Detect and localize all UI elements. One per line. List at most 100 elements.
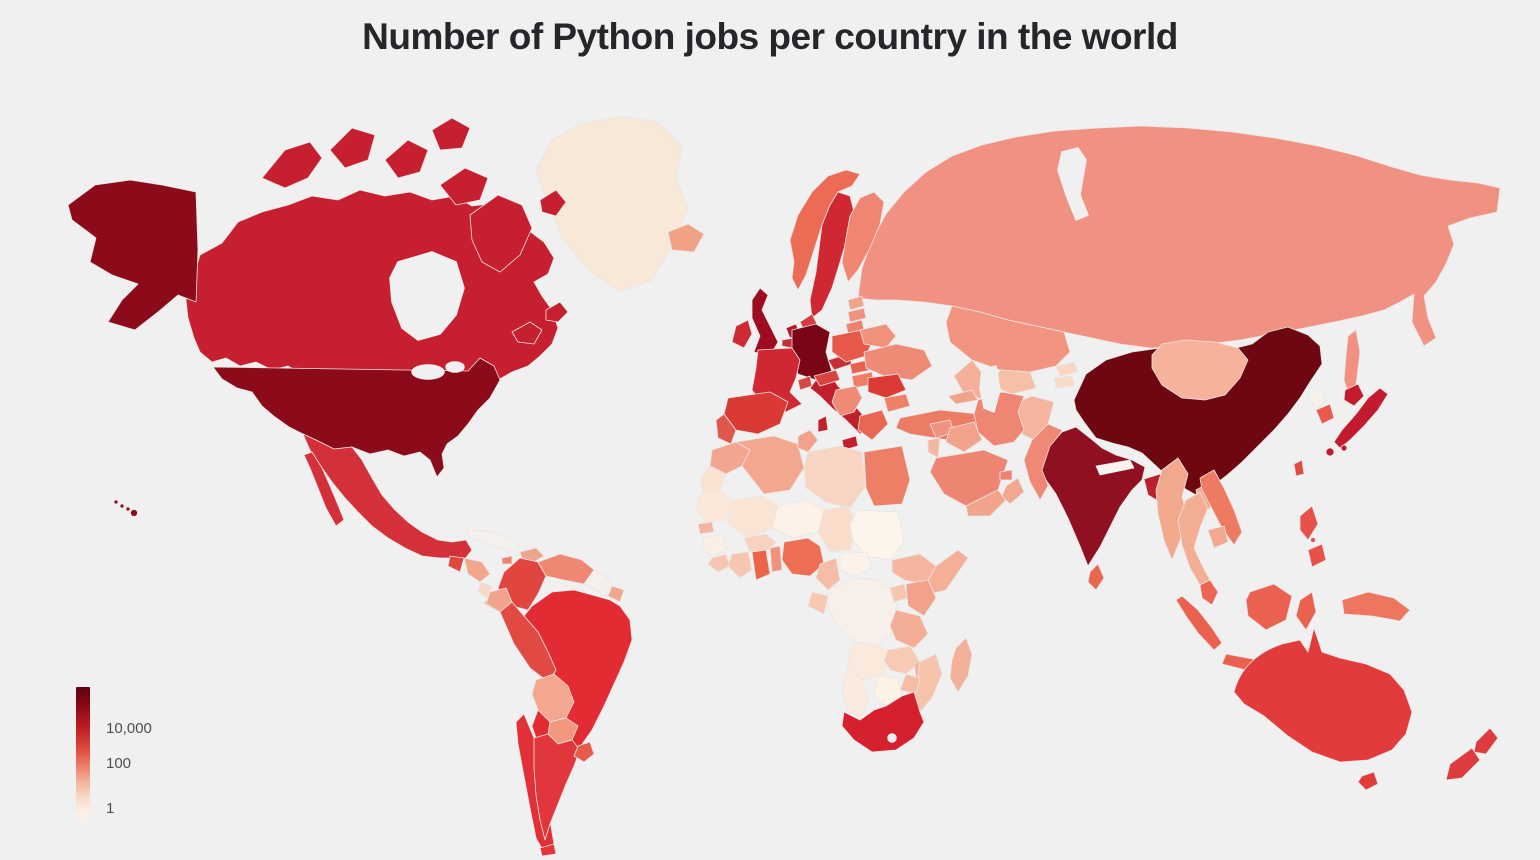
ob-gulf (1057, 147, 1089, 221)
country-algeria[interactable] (735, 435, 805, 495)
country-austria[interactable] (813, 369, 841, 387)
country-finland[interactable] (841, 191, 885, 283)
country-ireland[interactable] (731, 319, 753, 349)
country-nepal[interactable] (1095, 459, 1135, 476)
country-tunisia[interactable] (797, 429, 819, 453)
country-mexico-baja[interactable] (303, 451, 345, 527)
country-libya[interactable] (803, 445, 867, 509)
country-dr-congo[interactable] (827, 577, 899, 647)
country-iceland[interactable] (667, 223, 705, 253)
country-bulgaria[interactable] (883, 393, 911, 413)
country-jamaica[interactable] (501, 555, 513, 565)
country-estonia[interactable] (847, 295, 865, 311)
country-hispaniola[interactable] (519, 547, 545, 563)
country-venezuela[interactable] (537, 553, 595, 585)
country-cameroon[interactable] (815, 557, 841, 591)
country-guatemala[interactable] (447, 555, 465, 573)
country-north-korea[interactable] (1307, 387, 1327, 411)
country-zimbabwe[interactable] (899, 673, 921, 695)
country-tanzania[interactable] (889, 609, 929, 649)
country-kenya[interactable] (905, 579, 937, 617)
country-caucasus[interactable] (947, 389, 979, 405)
country-angola[interactable] (847, 641, 889, 681)
legend-gradient-bar (76, 687, 90, 827)
country-senegal[interactable] (697, 521, 715, 535)
us-mainland (212, 357, 501, 478)
country-niger[interactable] (771, 499, 825, 539)
country-guyana[interactable] (583, 569, 613, 597)
country-papua-new-guinea[interactable] (1341, 591, 1411, 622)
country-sri-lanka[interactable] (1087, 563, 1105, 591)
country-ivory-coast[interactable] (727, 551, 753, 579)
country-burkina-faso[interactable] (743, 533, 777, 553)
us-hawaii (113, 499, 119, 505)
country-malaysia[interactable] (1199, 579, 1219, 606)
country-cambodia[interactable] (1207, 525, 1229, 549)
country-uruguay[interactable] (573, 741, 595, 763)
country-germany[interactable] (791, 323, 833, 381)
country-suriname[interactable] (607, 585, 625, 603)
country-honduras[interactable] (463, 557, 491, 583)
country-sierra-leone[interactable] (707, 553, 731, 573)
country-oman[interactable] (1001, 477, 1025, 505)
legend-tick-10000: 10,000 (106, 720, 152, 737)
country-argentina[interactable] (533, 733, 581, 857)
country-somalia[interactable] (925, 549, 969, 595)
country-greenland[interactable] (535, 115, 689, 293)
country-south-korea[interactable] (1315, 403, 1335, 425)
country-united-kingdom[interactable] (751, 287, 779, 357)
country-greece[interactable] (857, 409, 889, 441)
country-kyrgyzstan[interactable] (1055, 361, 1079, 377)
country-belarus[interactable] (859, 323, 897, 349)
country-thailand[interactable] (1177, 491, 1211, 586)
country-south-africa[interactable] (841, 691, 925, 753)
country-new-zealand[interactable] (1445, 727, 1499, 781)
country-sweden[interactable] (809, 191, 855, 319)
country-ghana[interactable] (751, 549, 771, 581)
country-madagascar[interactable] (949, 637, 973, 693)
country-mongolia[interactable] (1151, 339, 1249, 401)
country-vietnam[interactable] (1199, 469, 1243, 546)
country-ukraine[interactable] (863, 343, 933, 381)
country-israel-jordan[interactable] (927, 437, 941, 459)
country-romania[interactable] (867, 373, 907, 399)
great-lakes (445, 361, 465, 373)
country-guinea[interactable] (701, 533, 729, 557)
country-norway[interactable] (789, 169, 861, 291)
us-hawaii (130, 509, 138, 517)
country-switzerland[interactable] (797, 375, 813, 391)
country-canada[interactable] (185, 117, 569, 396)
country-australia[interactable] (1233, 627, 1413, 791)
country-peru[interactable] (499, 601, 557, 683)
country-egypt[interactable] (863, 445, 911, 507)
country-iraq[interactable] (945, 421, 983, 453)
country-mexico[interactable] (302, 433, 473, 561)
caspian-sea (979, 365, 1001, 413)
country-philippines[interactable] (1299, 505, 1327, 568)
country-nigeria[interactable] (781, 537, 825, 577)
country-tajikistan[interactable] (1053, 375, 1075, 389)
country-yemen[interactable] (965, 489, 1007, 517)
country-cuba[interactable] (465, 529, 521, 552)
country-taiwan[interactable] (1293, 459, 1305, 477)
great-lakes (411, 364, 445, 380)
country-mali[interactable] (727, 495, 779, 539)
country-portugal[interactable] (715, 413, 737, 445)
country-japan[interactable] (1325, 383, 1389, 457)
country-balkans[interactable] (831, 385, 863, 417)
country-chad[interactable] (817, 505, 859, 553)
country-namibia[interactable] (841, 665, 869, 719)
country-mauritania[interactable] (695, 489, 733, 523)
page-title: Number of Python jobs per country in the… (362, 16, 1178, 57)
color-scale-legend: 10,000 100 1 (76, 687, 216, 832)
country-gabon-congo[interactable] (807, 591, 829, 615)
country-togo-benin[interactable] (769, 545, 783, 573)
country-uae[interactable] (999, 469, 1013, 481)
country-latvia[interactable] (847, 307, 867, 323)
us-hawaii (119, 503, 125, 509)
country-russia[interactable] (857, 125, 1501, 399)
country-central-african-republic[interactable] (839, 551, 873, 577)
country-united-states[interactable] (67, 179, 501, 517)
country-sudan[interactable] (849, 509, 905, 561)
